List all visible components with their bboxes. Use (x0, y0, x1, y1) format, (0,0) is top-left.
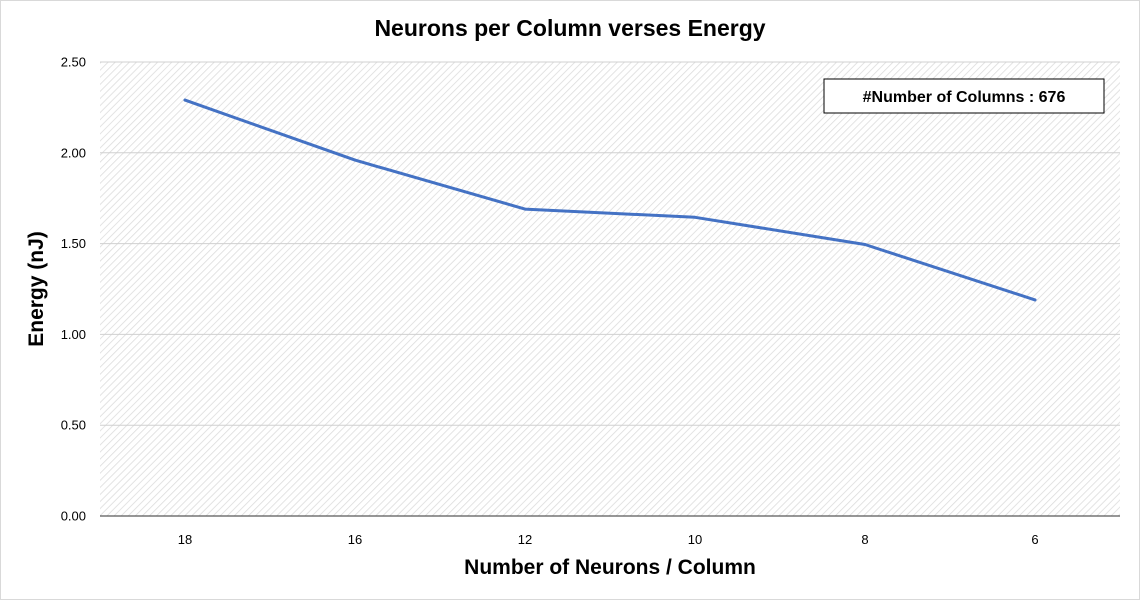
data-point (1033, 298, 1037, 302)
data-point (693, 215, 697, 219)
data-point (863, 243, 867, 246)
y-tick-label: 0.50 (61, 418, 86, 433)
y-tick-label: 2.00 (61, 145, 86, 160)
annotation-text: #Number of Columns : 676 (863, 89, 1066, 106)
chart-title: Neurons per Column verses Energy (374, 15, 765, 41)
x-tick-label: 10 (688, 532, 702, 547)
data-point (523, 207, 527, 211)
series-group (183, 98, 1037, 302)
series-line (183, 98, 1037, 302)
x-axis-ticks: 18 16 12 10 8 6 (178, 532, 1039, 547)
data-point (353, 158, 357, 162)
x-tick-label: 12 (518, 532, 532, 547)
gridlines (100, 61, 1120, 426)
x-tick-label: 6 (1031, 532, 1038, 547)
plot-area (100, 62, 1120, 516)
x-axis-title: Number of Neurons / Column (464, 556, 756, 579)
y-tick-label: 1.50 (61, 236, 86, 251)
y-tick-label: 2.50 (61, 55, 86, 70)
data-point (183, 98, 187, 102)
y-axis-title: Energy (nJ) (25, 231, 48, 347)
y-tick-label: 1.00 (61, 327, 86, 342)
annotation-box (823, 78, 1105, 114)
x-tick-label: 18 (178, 532, 192, 547)
x-tick-label: 16 (348, 532, 362, 547)
y-axis-ticks: 0.00 0.50 1.00 1.50 2.00 2.50 (61, 55, 86, 524)
y-tick-label: 0.00 (61, 509, 86, 524)
x-tick-label: 8 (861, 532, 868, 547)
